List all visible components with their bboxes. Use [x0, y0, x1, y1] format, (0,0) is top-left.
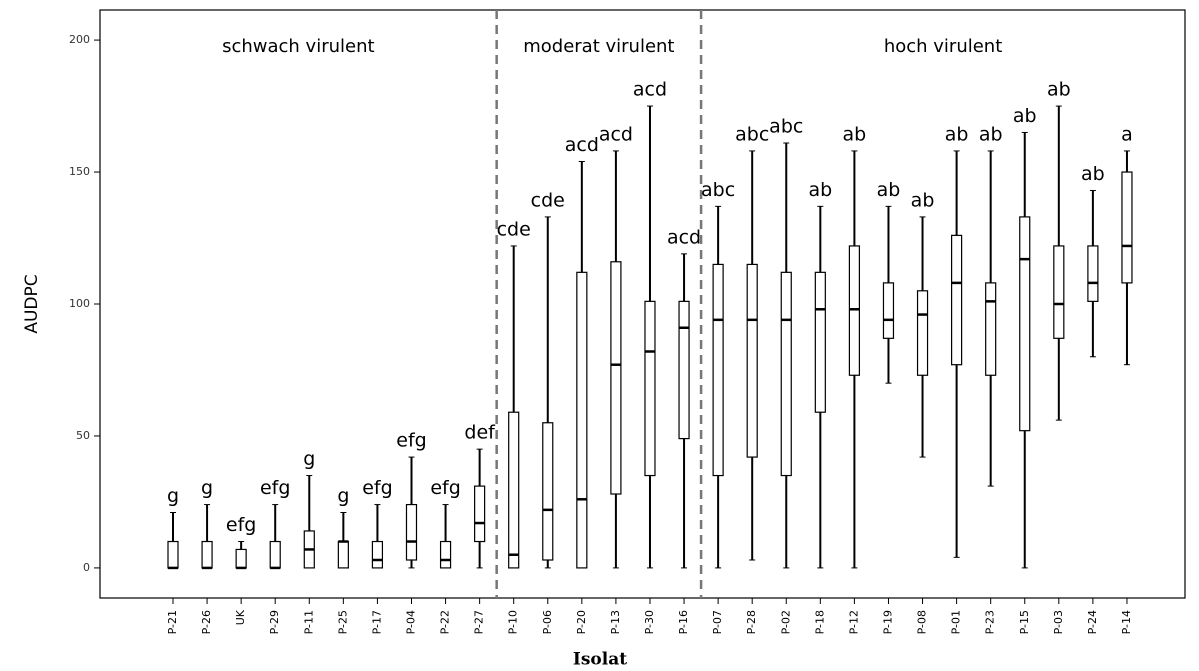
box [439, 540, 452, 569]
box [576, 271, 588, 569]
box [985, 282, 997, 376]
x-tick-label: UK [234, 609, 247, 625]
x-tick-label: P-04 [404, 610, 417, 634]
x-tick-label: P-14 [1120, 610, 1133, 634]
x-tick-label: P-30 [643, 610, 656, 634]
x-tick-label: P-23 [984, 610, 997, 634]
box [508, 411, 520, 569]
significance-letter: acd [599, 123, 633, 145]
x-tick-label: P-20 [575, 610, 588, 634]
box [1053, 245, 1065, 339]
box [474, 485, 486, 543]
x-tick-label: P-03 [1052, 610, 1065, 634]
significance-letter: ab [1047, 79, 1071, 101]
significance-letter: g [337, 485, 349, 507]
box [1019, 216, 1031, 432]
x-tick-label: P-19 [881, 610, 894, 634]
significance-letter: acd [633, 79, 667, 101]
box [848, 245, 861, 376]
x-tick-label: P-21 [166, 610, 179, 634]
box [951, 234, 963, 366]
box [746, 263, 758, 458]
x-tick-label: P-10 [507, 610, 520, 634]
x-tick-label: P-02 [779, 610, 792, 634]
box [1121, 171, 1133, 284]
group-label: schwach virulent [222, 36, 374, 57]
significance-letter: ab [843, 123, 867, 145]
y-axis-label: AUDPC [22, 274, 42, 333]
group-label: moderat virulent [523, 36, 674, 57]
x-tick-label: P-27 [473, 610, 486, 634]
box [610, 261, 622, 495]
x-axis-label: Isolat [573, 650, 627, 670]
significance-letter: acd [565, 134, 599, 156]
x-tick-label: P-11 [302, 610, 315, 634]
x-tick-label: P-17 [370, 610, 383, 634]
significance-letter: abc [735, 123, 769, 145]
x-tick-label: P-29 [268, 610, 281, 634]
box [916, 290, 929, 376]
x-tick-label: P-08 [916, 610, 929, 634]
significance-letter: g [303, 448, 315, 470]
y-tick-label: 150 [69, 165, 90, 178]
significance-letter: acd [667, 226, 701, 248]
group-label: hoch virulent [884, 36, 1002, 57]
box [269, 540, 281, 569]
box [167, 540, 179, 569]
significance-letter: def [464, 422, 496, 444]
x-tick-label: P-26 [200, 610, 213, 634]
significance-letter: efg [396, 430, 426, 452]
significance-letter: cde [531, 189, 565, 211]
significance-letter: efg [260, 477, 290, 499]
significance-letter: abc [769, 116, 803, 138]
box [882, 282, 895, 339]
x-tick-label: P-12 [847, 610, 860, 634]
significance-letter: g [201, 477, 213, 499]
y-tick-label: 0 [83, 561, 90, 574]
x-tick-label: P-06 [541, 610, 554, 634]
box [712, 263, 724, 477]
box [337, 540, 349, 569]
significance-letter: g [167, 485, 179, 507]
x-tick-label: P-18 [813, 610, 826, 634]
x-tick-label: P-24 [1086, 610, 1099, 634]
significance-letter: ab [945, 123, 969, 145]
x-tick-label: P-25 [336, 610, 349, 634]
significance-letter: efg [430, 477, 460, 499]
significance-letter: ab [911, 189, 935, 211]
y-tick-label: 100 [69, 297, 90, 310]
box [1087, 245, 1099, 302]
x-tick-label: P-01 [950, 610, 963, 634]
significance-letter: cde [497, 218, 531, 240]
box [780, 271, 792, 477]
box [371, 540, 384, 569]
box [235, 548, 247, 569]
x-tick-label: P-13 [609, 610, 622, 634]
significance-letter: ab [1081, 163, 1105, 185]
box [201, 540, 213, 569]
x-tick-label: P-15 [1018, 610, 1031, 634]
box [542, 422, 554, 561]
y-tick-label: 50 [76, 429, 90, 442]
x-tick-label: P-07 [711, 610, 724, 634]
significance-letter: efg [362, 477, 392, 499]
box [405, 503, 418, 561]
significance-letter: efg [226, 514, 256, 536]
box [678, 300, 690, 440]
significance-letter: ab [1013, 105, 1037, 127]
box [814, 271, 826, 413]
x-tick-label: P-22 [439, 610, 452, 634]
significance-letter: ab [808, 179, 832, 201]
y-tick-label: 200 [69, 33, 90, 46]
significance-letter: ab [979, 123, 1003, 145]
significance-letter: abc [701, 179, 735, 201]
significance-letter: a [1121, 123, 1133, 145]
x-tick-label: P-28 [745, 610, 758, 634]
x-tick-label: P-16 [677, 610, 690, 634]
significance-letter: ab [877, 179, 901, 201]
box [644, 300, 656, 477]
